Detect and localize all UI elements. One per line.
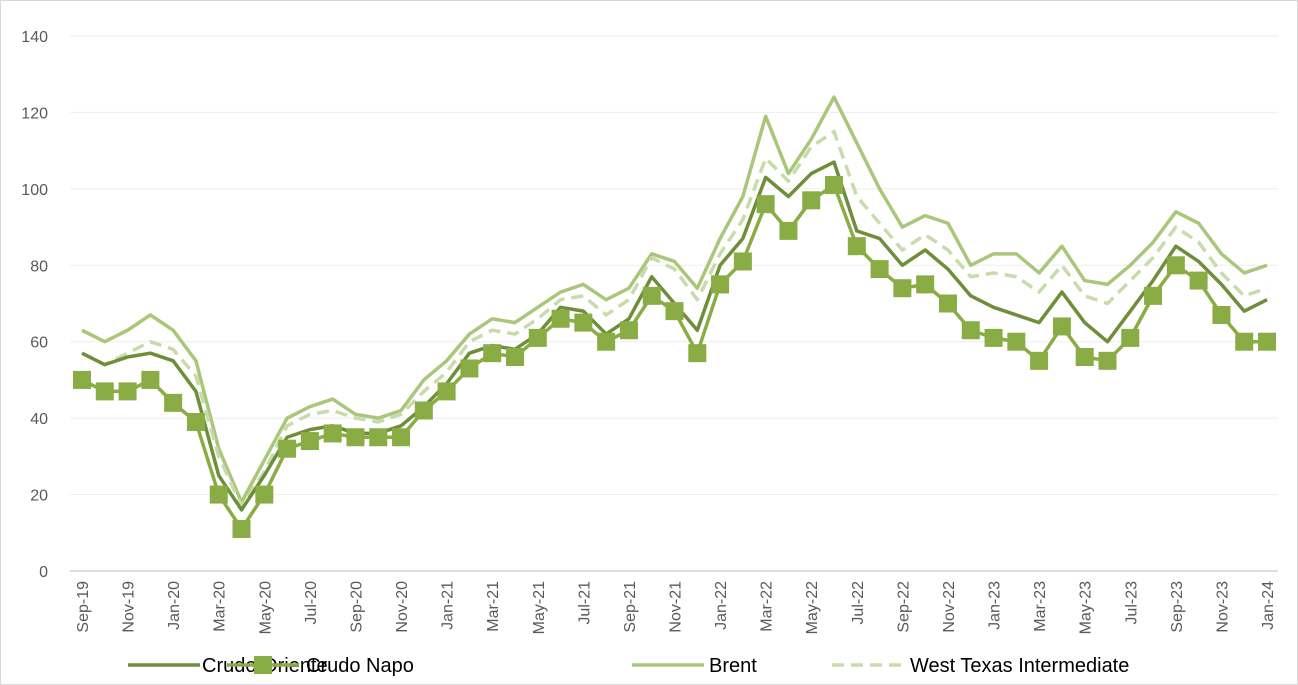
x-tick-label: Sep-19 <box>75 581 92 633</box>
x-tick-label: Nov-21 <box>668 581 685 633</box>
y-tick-label: 40 <box>30 411 48 428</box>
x-tick-label: Jan-23 <box>987 581 1004 630</box>
data-point <box>847 237 866 256</box>
x-tick-label: Sep-23 <box>1169 581 1186 633</box>
data-point <box>665 302 684 321</box>
x-tick-label: Sep-21 <box>622 581 639 633</box>
x-tick-label: Jan-24 <box>1260 581 1277 630</box>
x-tick-label: Mar-20 <box>212 581 229 632</box>
legend-label: West Texas Intermediate <box>910 655 1129 677</box>
x-tick-label: Mar-22 <box>759 581 776 632</box>
y-tick-label: 140 <box>21 29 48 46</box>
data-point <box>551 309 570 328</box>
data-point <box>164 393 183 412</box>
data-point <box>1121 328 1140 347</box>
data-point <box>460 359 479 378</box>
x-tick-label: Sep-20 <box>348 581 365 633</box>
data-point <box>916 275 935 294</box>
data-point <box>1235 332 1254 351</box>
data-point <box>1075 348 1094 366</box>
data-point <box>1212 305 1231 324</box>
data-point <box>95 382 114 401</box>
data-point <box>984 328 1003 347</box>
y-tick-label: 0 <box>39 564 48 581</box>
data-point <box>574 313 593 332</box>
data-point <box>414 401 433 420</box>
data-point <box>825 176 844 195</box>
data-point <box>1166 256 1185 275</box>
data-point <box>232 519 251 538</box>
x-tick-label: Jul-23 <box>1123 581 1140 625</box>
x-tick-label: Jul-21 <box>576 581 593 625</box>
data-point <box>73 370 91 389</box>
series-line <box>81 95 1268 504</box>
data-point <box>1052 317 1071 336</box>
data-point <box>756 195 775 214</box>
y-tick-label: 100 <box>21 182 48 199</box>
x-tick-label: Jan-20 <box>166 581 183 630</box>
data-point <box>1098 351 1117 370</box>
data-point <box>209 485 228 504</box>
data-point <box>1258 332 1276 351</box>
x-tick-label: May-21 <box>531 581 548 634</box>
data-point <box>1144 286 1163 305</box>
y-tick-label: 120 <box>21 105 48 122</box>
x-tick-label: Jan-21 <box>440 581 457 630</box>
data-point <box>870 260 889 279</box>
legend-label: Crudo Napo <box>306 655 414 677</box>
x-tick-label: Sep-22 <box>895 581 912 633</box>
x-tick-label: May-23 <box>1078 581 1095 634</box>
y-tick-label: 20 <box>30 488 48 505</box>
data-point <box>802 191 821 210</box>
data-point <box>1030 351 1049 370</box>
data-point <box>437 382 456 401</box>
x-tick-label: Nov-19 <box>121 581 138 633</box>
data-point <box>938 294 957 313</box>
data-point <box>711 275 730 294</box>
legend-marker <box>254 656 272 674</box>
x-tick-label: Mar-23 <box>1032 581 1049 632</box>
x-tick-label: Jul-22 <box>850 581 867 625</box>
data-point <box>528 328 547 347</box>
data-point <box>619 321 638 340</box>
data-point <box>186 412 205 431</box>
data-point <box>300 432 319 451</box>
x-tick-label: Jan-22 <box>713 581 730 630</box>
data-point <box>961 321 980 340</box>
data-point <box>346 428 365 447</box>
x-tick-label: Jul-20 <box>303 581 320 625</box>
x-tick-label: Nov-20 <box>394 581 411 633</box>
data-point <box>1007 332 1026 351</box>
x-tick-label: Mar-21 <box>485 581 502 632</box>
data-point <box>255 485 274 504</box>
data-point <box>688 344 707 363</box>
legend-label: Brent <box>709 655 757 677</box>
x-tick-label: May-22 <box>804 581 821 634</box>
data-point <box>392 428 411 447</box>
data-point <box>369 428 388 447</box>
y-tick-label: 80 <box>30 258 48 275</box>
data-point <box>733 252 752 271</box>
data-point <box>118 382 137 401</box>
data-point <box>278 439 297 458</box>
data-point <box>323 424 342 443</box>
data-point <box>483 344 502 363</box>
data-point <box>779 221 798 240</box>
data-point <box>597 332 616 351</box>
data-point <box>642 286 661 305</box>
data-point <box>893 279 912 298</box>
x-tick-label: Nov-22 <box>941 581 958 633</box>
x-tick-label: May-20 <box>257 581 274 634</box>
data-point <box>141 370 160 389</box>
data-point <box>1189 271 1208 290</box>
data-point <box>505 348 524 366</box>
x-tick-label: Nov-23 <box>1214 581 1231 633</box>
y-tick-label: 60 <box>30 335 48 352</box>
